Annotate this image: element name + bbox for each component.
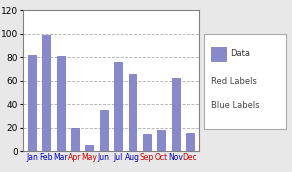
Text: Blue Labels: Blue Labels bbox=[211, 101, 260, 110]
Bar bbox=[42, 35, 50, 151]
Bar bbox=[211, 47, 226, 61]
Text: Red Labels: Red Labels bbox=[211, 77, 257, 86]
Text: Data: Data bbox=[231, 49, 251, 58]
Bar bbox=[157, 130, 165, 151]
Bar bbox=[114, 62, 122, 151]
Bar bbox=[28, 55, 36, 151]
Bar bbox=[71, 128, 79, 151]
Bar bbox=[100, 110, 108, 151]
Bar bbox=[186, 133, 194, 151]
Bar bbox=[128, 74, 136, 151]
Bar bbox=[57, 56, 65, 151]
Bar bbox=[143, 134, 151, 151]
Bar bbox=[86, 146, 93, 151]
Bar bbox=[172, 78, 180, 151]
